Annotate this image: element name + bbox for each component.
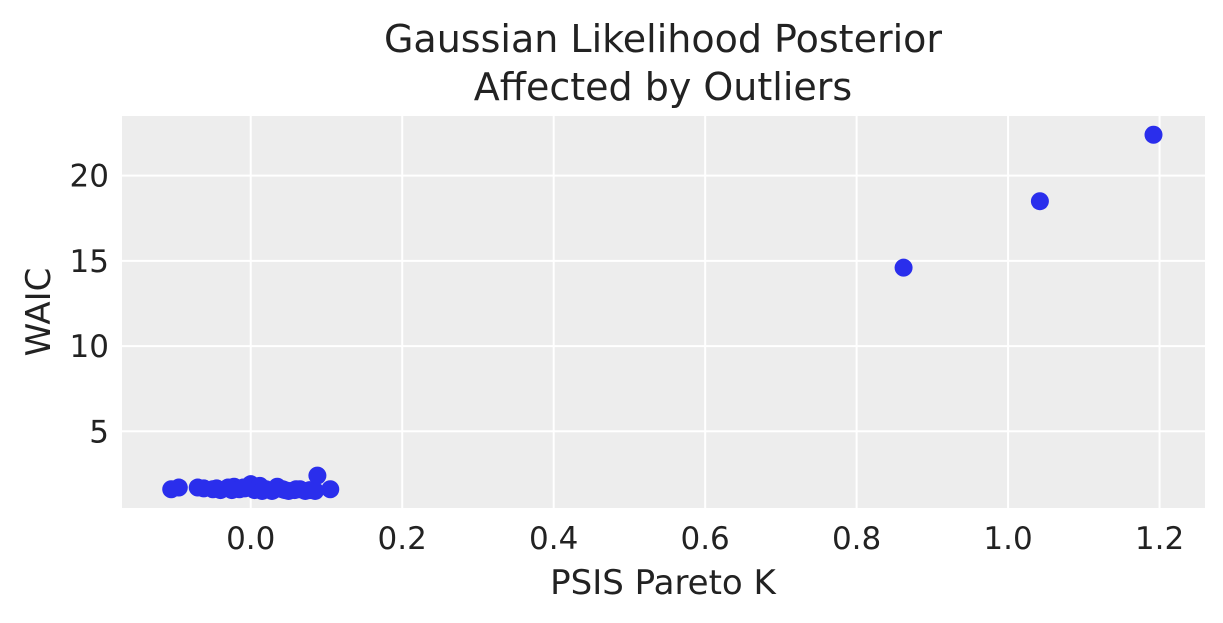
data-point [275,481,294,500]
x-tick-label: 0.2 [378,521,427,557]
x-axis-label: PSIS Pareto K [550,563,777,603]
data-point [306,481,325,500]
x-tick-label: 1.0 [983,521,1032,557]
y-gridlines [122,174,1205,433]
x-tick-label: 0.0 [226,521,275,557]
data-point [1030,192,1049,211]
data-points [162,125,1163,500]
chart-title-line1: Gaussian Likelihood Posterior [384,17,942,61]
x-tick-label: 0.4 [529,521,578,557]
y-axis-label: WAIC [19,268,59,357]
data-point [207,479,226,498]
data-point [234,478,253,497]
x-tick-label: 1.2 [1135,521,1184,557]
y-tick-labels: 5 10 15 20 [70,159,109,451]
y-tick-label: 20 [70,159,109,195]
x-gridlines [249,116,1161,508]
x-tick-label: 0.6 [680,521,729,557]
x-tick-labels: 0.0 0.2 0.4 0.6 0.8 1.0 1.2 [226,521,1184,557]
y-tick-label: 15 [70,244,109,280]
data-point [894,258,913,277]
data-point [321,480,340,499]
chart-title-line2: Affected by Outliers [474,65,852,109]
data-point [1144,125,1163,144]
data-point [169,478,188,497]
y-tick-label: 10 [70,329,109,365]
y-tick-label: 5 [89,414,109,450]
plot-area [122,116,1205,508]
x-tick-label: 0.8 [832,521,881,557]
data-point [308,466,327,485]
